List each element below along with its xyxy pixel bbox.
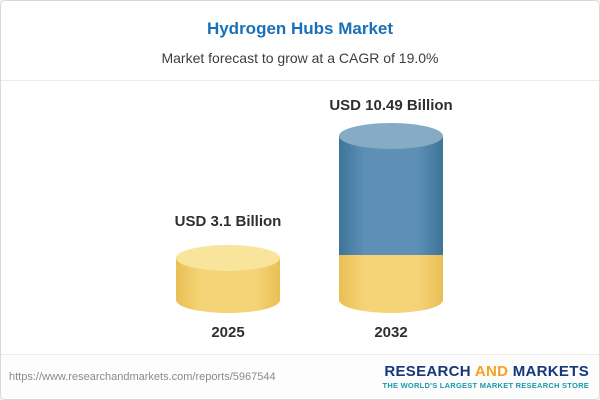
logo-tagline: THE WORLD'S LARGEST MARKET RESEARCH STOR…	[382, 381, 589, 391]
x-axis-label-2025: 2025	[211, 324, 245, 341]
chart-title: Hydrogen Hubs Market	[206, 19, 394, 38]
logo-wordmark: RESEARCH AND MARKETS	[383, 364, 589, 379]
value-label-2025: USD 3.1 Billion	[174, 213, 282, 230]
value-label-2032: USD 10.49 Billion	[329, 97, 453, 114]
chart-subtitle: Market forecast to grow at a CAGR of 19.…	[161, 50, 439, 66]
report-url-link[interactable]: https://www.researchandmarkets.com/repor…	[9, 371, 276, 383]
footer: https://www.researchandmarkets.com/repor…	[1, 354, 599, 399]
bar-2032-body	[339, 136, 443, 255]
logo-word-markets: MARKETS	[512, 363, 589, 381]
bar-2025-top-ellipse	[176, 245, 280, 271]
logo-word-and: AND	[474, 363, 509, 381]
bar-2032-base-segment	[339, 255, 443, 313]
bar-2025	[176, 245, 280, 313]
research-and-markets-logo: RESEARCH AND MARKETS THE WORLD'S LARGEST…	[383, 364, 589, 390]
bar-chart: USD 3.1 Billion USD 10.49 Billion 2025 2…	[1, 81, 599, 354]
bar-2032-top-ellipse	[339, 123, 443, 149]
chart-header: Hydrogen Hubs Market Market forecast to …	[1, 1, 599, 81]
logo-word-research: RESEARCH	[384, 363, 471, 381]
x-axis-label-2032: 2032	[374, 324, 408, 341]
bar-2032	[339, 123, 443, 313]
